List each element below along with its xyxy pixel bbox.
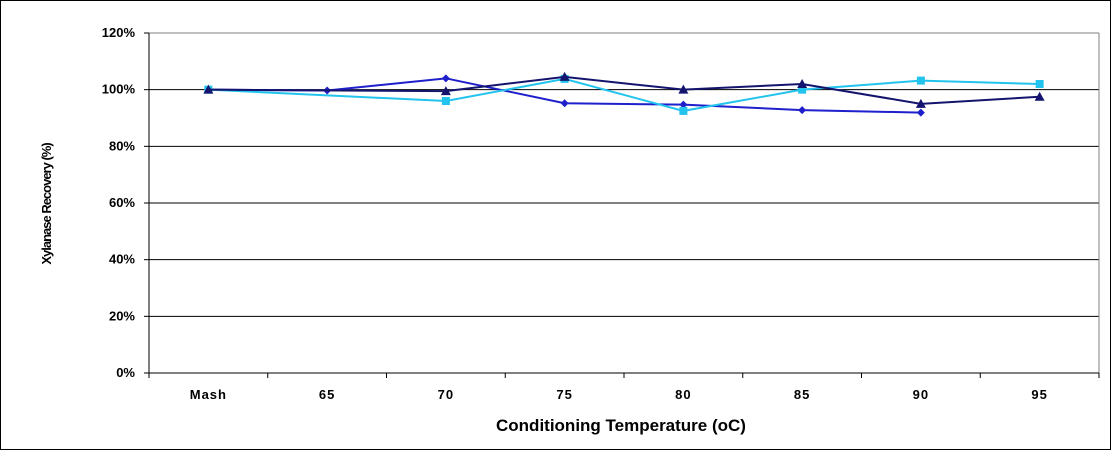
x-tick-label: 75 bbox=[556, 387, 572, 402]
data-series bbox=[203, 71, 1045, 117]
x-tick-label: 95 bbox=[1031, 387, 1047, 402]
data-point-square bbox=[916, 76, 925, 85]
data-point-diamond bbox=[798, 106, 807, 115]
y-tick-label: 0% bbox=[116, 365, 135, 380]
data-point-triangle bbox=[203, 84, 214, 94]
y-tick-label: 80% bbox=[109, 138, 135, 153]
data-point-diamond bbox=[560, 99, 569, 108]
data-point-square bbox=[441, 97, 450, 105]
x-tick-label: Mash bbox=[190, 387, 227, 402]
data-point-triangle bbox=[1034, 91, 1045, 101]
x-tick-labels: Mash 65 70 75 80 85 90 95 bbox=[190, 387, 1047, 402]
series-2 bbox=[204, 74, 1044, 115]
y-tick-label: 60% bbox=[109, 195, 135, 210]
series-3 bbox=[203, 71, 1045, 108]
data-point-diamond bbox=[916, 108, 925, 117]
x-axis-title: Conditioning Temperature (oC) bbox=[496, 416, 746, 435]
y-tick-label: 120% bbox=[102, 25, 136, 40]
x-tick-label: 70 bbox=[438, 387, 454, 402]
data-point-diamond bbox=[679, 100, 688, 109]
data-point-triangle bbox=[678, 84, 689, 94]
y-tick-labels: 0% 20% 40% 60% 80% 100% 120% bbox=[102, 25, 136, 380]
data-point-square bbox=[1035, 80, 1044, 88]
data-point-square bbox=[798, 85, 807, 94]
y-tick-label: 20% bbox=[109, 308, 135, 323]
y-tick-label: 100% bbox=[102, 82, 136, 97]
x-tick-label: 90 bbox=[913, 387, 929, 402]
x-tick-label: 65 bbox=[319, 387, 335, 402]
data-point-triangle bbox=[797, 79, 808, 88]
data-point-triangle bbox=[440, 86, 451, 96]
y-tick-label: 40% bbox=[109, 252, 135, 267]
data-point-triangle bbox=[915, 98, 926, 108]
data-point-square bbox=[679, 106, 688, 115]
data-point-triangle bbox=[559, 71, 570, 81]
data-point-diamond bbox=[441, 74, 450, 83]
x-tick-label: 85 bbox=[794, 387, 810, 402]
axes bbox=[144, 32, 1100, 378]
gridlines bbox=[149, 32, 1099, 317]
x-tick-label: 80 bbox=[675, 387, 691, 402]
y-axis-title: Xylanase Recovery (%) bbox=[39, 143, 54, 265]
